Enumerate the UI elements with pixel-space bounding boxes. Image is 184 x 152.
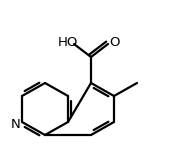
Text: O: O: [109, 36, 119, 50]
Text: HO: HO: [58, 36, 78, 50]
Text: N: N: [11, 117, 21, 131]
